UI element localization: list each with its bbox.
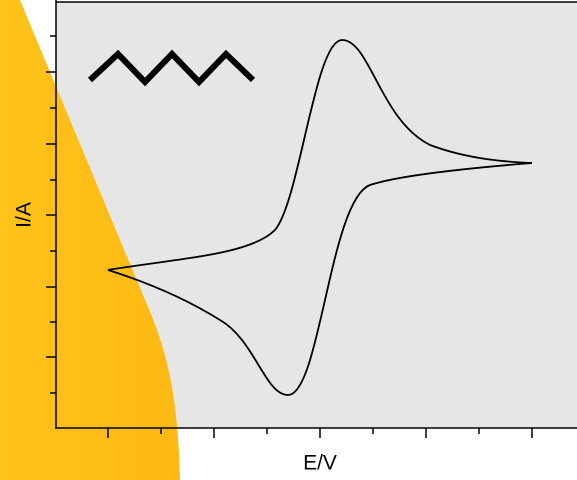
y-axis-label: I/A [13,202,36,228]
page: E/V I/A (() => { const data = JSON.parse… [0,0,577,480]
cyclic-voltammogram: E/V I/A [0,0,577,480]
x-axis-label: E/V [303,452,337,475]
